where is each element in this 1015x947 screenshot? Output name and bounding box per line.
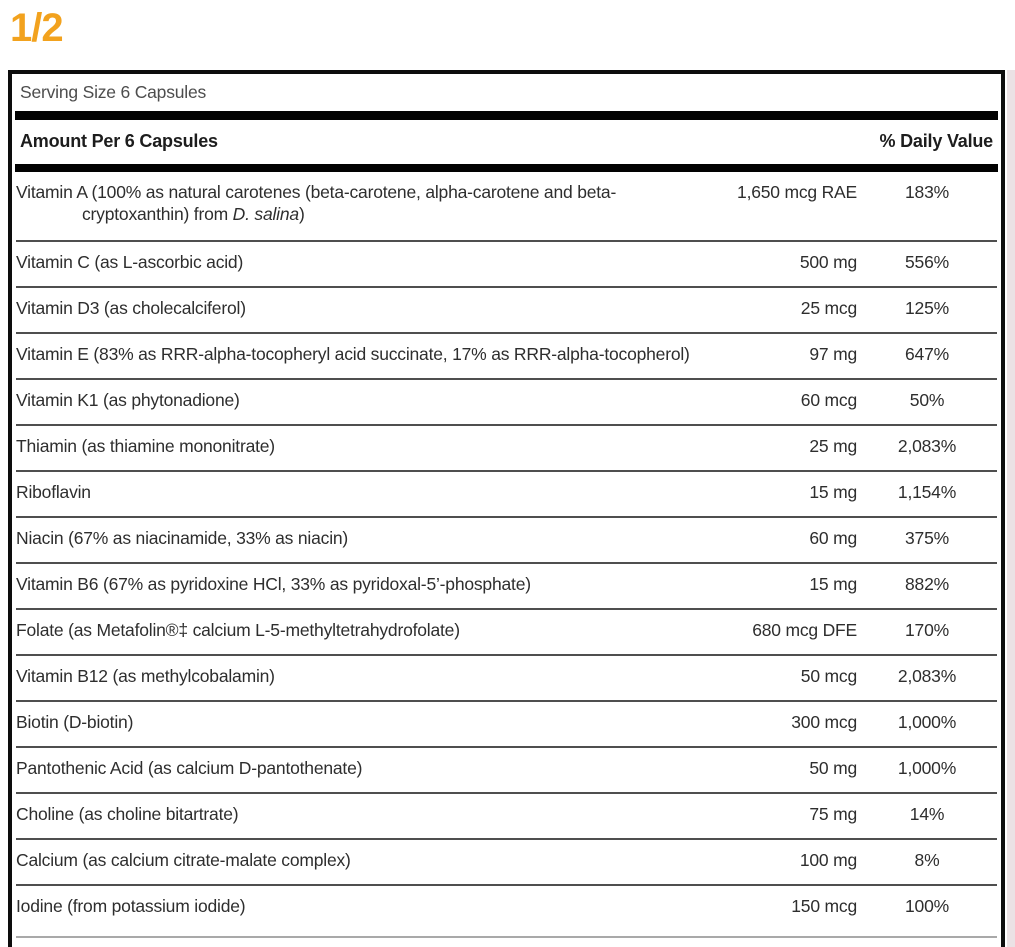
nutrient-name: Vitamin K1 (as phytonadione) bbox=[16, 390, 240, 410]
nutrient-name: Iodine (from potassium iodide) bbox=[16, 896, 246, 916]
nutrient-amount: 25 mcg bbox=[800, 298, 857, 318]
nutrient-dv: 1,000% bbox=[897, 758, 957, 778]
nutrient-amount: 500 mg bbox=[799, 252, 857, 272]
nutrient-name: Vitamin D3 (as cholecalciferol) bbox=[16, 298, 246, 318]
table-row: Calcium (as calcium citrate-malate compl… bbox=[16, 838, 997, 884]
nutrient-amount: 75 mg bbox=[809, 804, 857, 824]
nutrient-dv: 125% bbox=[905, 298, 949, 318]
nutrient-dv: 1,000% bbox=[897, 712, 957, 732]
nutrient-name: Thiamin (as thiamine mononitrate) bbox=[16, 436, 275, 456]
nutrient-dv: 647% bbox=[905, 344, 949, 364]
nutrient-amount: 50 mcg bbox=[800, 666, 857, 686]
nutrient-amount: 680 mcg DFE bbox=[752, 620, 857, 640]
nutrient-amount: 150 mcg bbox=[791, 896, 857, 916]
nutrient-dv: 375% bbox=[905, 528, 949, 548]
table-row: Choline (as choline bitartrate) 75 mg 14% bbox=[16, 792, 997, 838]
table-row: Biotin (D-biotin) 300 mcg 1,000% bbox=[16, 700, 997, 746]
table-row: Vitamin C (as L-ascorbic acid) 500 mg 556% bbox=[16, 240, 997, 286]
serving-size-row: Serving Size 6 Capsules bbox=[20, 82, 207, 102]
nutrient-dv: 170% bbox=[905, 620, 949, 640]
nutrient-name: Calcium (as calcium citrate-malate compl… bbox=[16, 850, 351, 870]
table-row: Riboflavin 15 mg 1,154% bbox=[16, 470, 997, 516]
thick-divider-top bbox=[15, 111, 998, 120]
nutrient-amount: 15 mg bbox=[809, 482, 857, 502]
nutrient-name: Folate (as Metafolin®‡ calcium L-5-methy… bbox=[16, 620, 460, 640]
table-row: Vitamin B12 (as methylcobalamin) 50 mcg 2,… bbox=[16, 654, 997, 700]
table-row: Vitamin K1 (as phytonadione) 60 mcg 50% bbox=[16, 378, 997, 424]
nutrient-dv: 1,154% bbox=[897, 482, 957, 502]
table-row: Vitamin E (83% as RRR-alpha-tocopheryl a… bbox=[16, 332, 997, 378]
nutrient-name: Pantothenic Acid (as calcium D-pantothen… bbox=[16, 758, 363, 778]
table-row: Iodine (from potassium iodide) 150 mcg 100… bbox=[16, 884, 997, 930]
table-row: Vitamin B6 (67% as pyridoxine HCl, 33% a… bbox=[16, 562, 997, 608]
nutrient-name: Riboflavin bbox=[16, 482, 91, 502]
nutrient-name: Vitamin C (as L-ascorbic acid) bbox=[16, 252, 244, 272]
nutrient-amount: 1,650 mcg RAE bbox=[737, 182, 857, 202]
table-header-row: Amount Per 6 Capsules % Daily Value bbox=[12, 120, 1001, 164]
nutrient-name: Biotin (D-biotin) bbox=[16, 712, 134, 732]
nutrient-amount: 25 mg bbox=[809, 436, 857, 456]
nutrient-name: Niacin (67% as niacinamide, 33% as niaci… bbox=[16, 528, 349, 548]
supplement-facts-table: Serving Size 6 Capsules Amount Per 6 Cap… bbox=[8, 70, 1005, 947]
nutrient-name: Vitamin E (83% as RRR-alpha-tocopheryl a… bbox=[16, 344, 690, 364]
table-row: Folate (as Metafolin®‡ calcium L-5-methy… bbox=[16, 608, 997, 654]
table-row: Vitamin A (100% as natural carotenes (be… bbox=[16, 172, 997, 240]
nutrient-dv: 183% bbox=[905, 182, 949, 202]
nutrient-dv: 882% bbox=[905, 574, 949, 594]
nutrient-amount: 60 mcg bbox=[800, 390, 857, 410]
daily-value-header-label: % Daily Value bbox=[879, 131, 994, 151]
nutrient-rows: Vitamin A (100% as natural carotenes (be… bbox=[12, 172, 1001, 930]
thick-divider-header bbox=[15, 164, 998, 172]
nutrient-name: Choline (as choline bitartrate) bbox=[16, 804, 239, 824]
table-row: Thiamin (as thiamine mononitrate) 25 mg 2,… bbox=[16, 424, 997, 470]
nutrient-amount: 97 mg bbox=[809, 344, 857, 364]
nutrient-name: Vitamin B6 (67% as pyridoxine HCl, 33% a… bbox=[16, 574, 531, 594]
nutrient-dv: 2,083% bbox=[897, 436, 957, 456]
nutrient-dv: 8% bbox=[914, 850, 940, 870]
right-edge-strip bbox=[1007, 70, 1015, 947]
nutrient-dv: 2,083% bbox=[897, 666, 957, 686]
nutrient-amount: 60 mg bbox=[809, 528, 857, 548]
nutrient-dv: 50% bbox=[909, 390, 945, 410]
nutrient-dv: 556% bbox=[905, 252, 949, 272]
table-row: Niacin (67% as niacinamide, 33% as niaci… bbox=[16, 516, 997, 562]
nutrient-dv: 14% bbox=[909, 804, 945, 824]
nutrient-dv: 100% bbox=[905, 896, 949, 916]
amount-header-label: Amount Per 6 Capsules bbox=[20, 131, 218, 151]
nutrient-name: Vitamin A (100% as natural carotenes (be… bbox=[16, 182, 617, 224]
nutrient-amount: 300 mcg bbox=[791, 712, 857, 732]
table-row: Vitamin D3 (as cholecalciferol) 25 mcg 125… bbox=[16, 286, 997, 332]
nutrient-amount: 15 mg bbox=[809, 574, 857, 594]
table-row: Pantothenic Acid (as calcium D-pantothen… bbox=[16, 746, 997, 792]
nutrient-amount: 100 mg bbox=[799, 850, 857, 870]
nutrient-amount: 50 mg bbox=[809, 758, 857, 778]
nutrient-name: Vitamin B12 (as methylcobalamin) bbox=[16, 666, 275, 686]
page-indicator: 1/2 bbox=[10, 6, 64, 50]
row-divider-cutoff bbox=[16, 936, 997, 938]
